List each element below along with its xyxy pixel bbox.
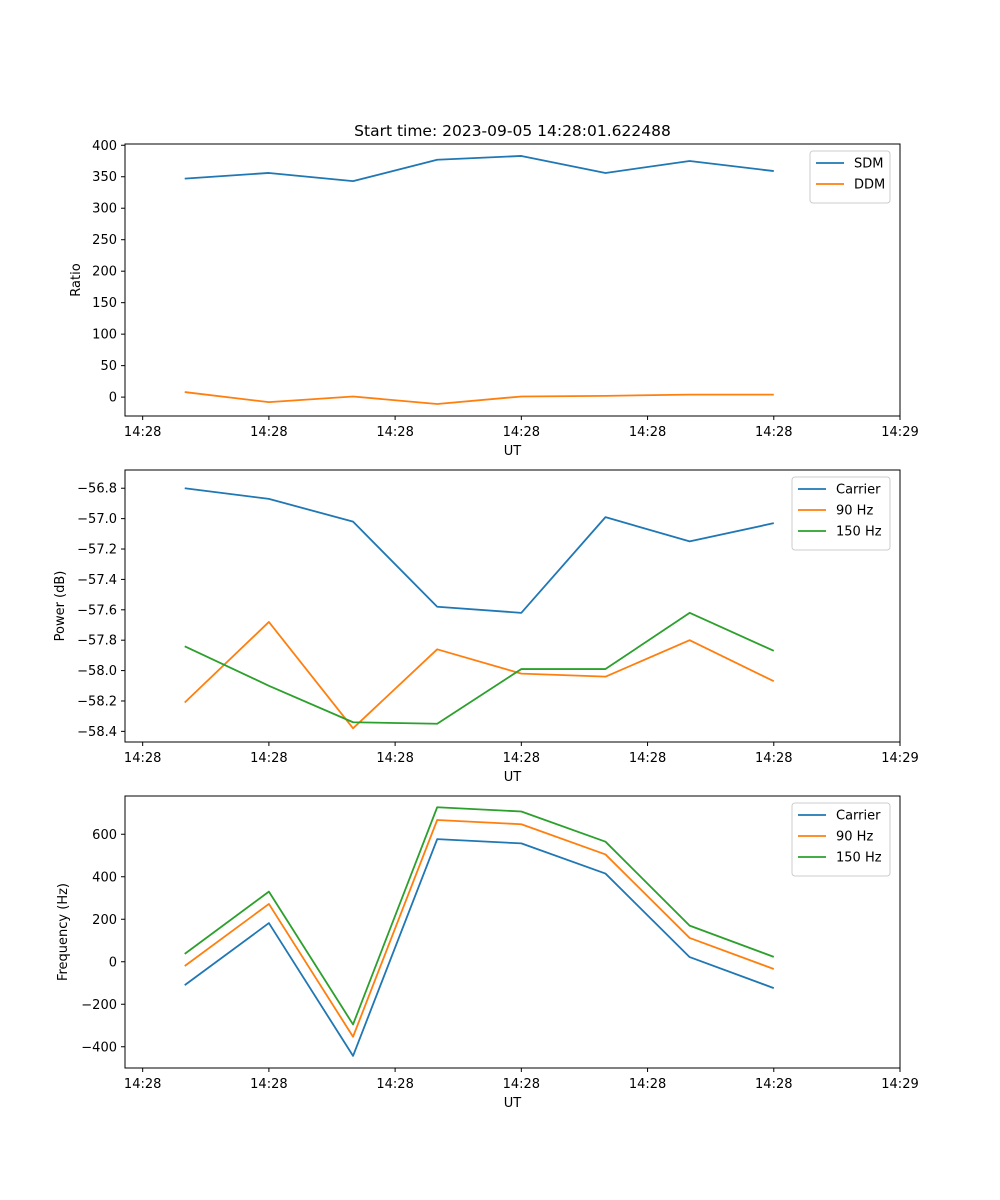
y-tick-label: 250 — [92, 233, 117, 248]
legend-label: SDM — [854, 157, 883, 172]
axes-frame — [124, 795, 901, 1069]
x-tick-label: 14:28 — [503, 1077, 540, 1092]
x-tick-label: 14:28 — [376, 1077, 413, 1092]
y-tick-label: −57.6 — [77, 603, 117, 618]
y-axis-label: Frequency (Hz) — [56, 883, 71, 981]
chart-title: Start time: 2023-09-05 14:28:01.622488 — [354, 122, 671, 140]
x-tick-label: 14:28 — [250, 1077, 287, 1092]
x-tick-label: 14:28 — [755, 1077, 792, 1092]
series-line-150-hz — [184, 806, 775, 1026]
y-tick-label: 400 — [92, 870, 117, 885]
power-chart: 14:28 14:28 14:28 14:28 14:28 14:28 14:29 −58.4… — [53, 469, 919, 785]
y-tick-label: −57.4 — [77, 573, 117, 588]
x-tick-label: 14:28 — [376, 425, 413, 440]
legend-label: Carrier — [836, 483, 881, 498]
y-axis-label: Ratio — [69, 263, 84, 296]
y-tick-label: −57.8 — [77, 634, 117, 649]
y-tick-label: −58.0 — [77, 664, 117, 679]
y-tick-label: 200 — [92, 913, 117, 928]
y-tick-label: 400 — [92, 139, 117, 154]
legend-label: DDM — [854, 178, 885, 193]
y-tick-label: 600 — [92, 828, 117, 843]
y-tick-label: −200 — [81, 998, 117, 1013]
y-tick-label: 200 — [92, 265, 117, 280]
series-line-sdm — [184, 155, 774, 183]
x-tick-label: 14:28 — [124, 751, 161, 766]
legend-label: Carrier — [836, 809, 881, 824]
x-axis-label: UT — [504, 770, 522, 785]
legend: Carrier 90 Hz 150 Hz — [791, 802, 891, 877]
x-tick-label: 14:29 — [881, 1077, 918, 1092]
legend-label: 90 Hz — [836, 830, 873, 845]
y-tick-label: −58.2 — [77, 694, 117, 709]
y-tick-label: −400 — [81, 1040, 117, 1055]
series-line-90-hz — [184, 819, 775, 1038]
ratio-chart: 14:28 14:28 14:28 14:28 14:28 14:28 14:29 0 50 10… — [69, 139, 919, 459]
x-tick-label: 14:28 — [124, 425, 161, 440]
series-line-150-hz — [184, 611, 775, 725]
x-tick-label: 14:28 — [250, 751, 287, 766]
x-tick-label: 14:28 — [376, 751, 413, 766]
x-tick-label: 14:28 — [629, 425, 666, 440]
x-tick-label: 14:29 — [881, 425, 918, 440]
y-tick-label: 0 — [109, 391, 117, 406]
axes-frame — [124, 143, 901, 417]
y-tick-label: −58.4 — [77, 725, 117, 740]
x-tick-label: 14:28 — [124, 1077, 161, 1092]
y-tick-label: 350 — [92, 170, 117, 185]
y-tick-label: 0 — [109, 955, 117, 970]
axes-frame — [124, 469, 901, 743]
legend-label: 150 Hz — [836, 851, 882, 866]
y-tick-label: 50 — [100, 359, 117, 374]
x-tick-label: 14:28 — [250, 425, 287, 440]
x-tick-label: 14:28 — [755, 751, 792, 766]
legend-box — [809, 150, 891, 204]
y-tick-label: −56.8 — [77, 482, 117, 497]
x-tick-label: 14:28 — [629, 1077, 666, 1092]
y-tick-label: 300 — [92, 202, 117, 217]
series-line-90-hz — [184, 621, 775, 730]
y-axis-label: Power (dB) — [53, 571, 68, 642]
x-tick-label: 14:28 — [755, 425, 792, 440]
y-tick-label: −57.2 — [77, 543, 117, 558]
y-tick-label: 150 — [92, 296, 117, 311]
x-tick-label: 14:28 — [629, 751, 666, 766]
x-tick-label: 14:28 — [503, 751, 540, 766]
x-tick-label: 14:28 — [503, 425, 540, 440]
series-line-ddm — [184, 391, 774, 405]
x-axis-label: UT — [504, 1096, 522, 1111]
legend-label: 150 Hz — [836, 525, 882, 540]
frequency-chart: 14:28 14:28 14:28 14:28 14:28 14:28 14:29 −400 −… — [56, 795, 919, 1111]
y-tick-label: 100 — [92, 328, 117, 343]
x-tick-label: 14:29 — [881, 751, 918, 766]
legend: SDM DDM — [809, 150, 891, 204]
legend: Carrier 90 Hz 150 Hz — [791, 476, 891, 551]
legend-label: 90 Hz — [836, 504, 873, 519]
series-line-carrier — [184, 838, 775, 1057]
y-tick-label: −57.0 — [77, 512, 117, 527]
series-line-carrier — [184, 487, 774, 614]
x-axis-label: UT — [504, 444, 522, 459]
